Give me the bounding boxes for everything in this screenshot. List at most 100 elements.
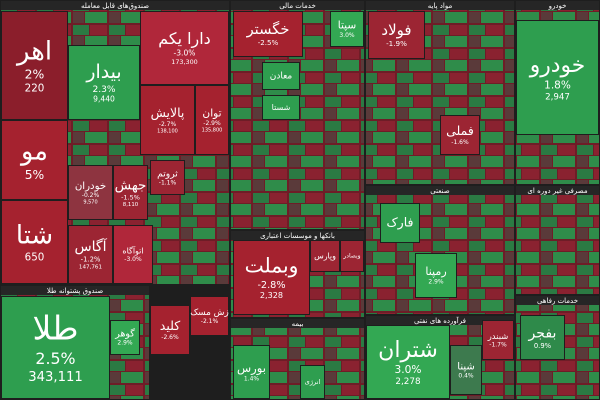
tile-name: اهر [15, 36, 52, 66]
tile-change: 3.0% [395, 364, 422, 376]
tile-name: خودران [75, 181, 106, 192]
tile-volume: 9,440 [93, 94, 115, 103]
tile-volume: 220 [25, 82, 45, 94]
tile-name: فملی [446, 123, 474, 138]
tile [233, 240, 310, 315]
tile [233, 345, 270, 399]
tile-name: شستا [272, 103, 291, 112]
tile-name: شتا [16, 220, 53, 250]
tile [340, 240, 364, 272]
tile-change: 2.3% [92, 85, 115, 95]
tile-name: وبملت [245, 253, 299, 277]
tile-change: -2.7% [159, 121, 177, 128]
tile-change: -2.9% [203, 120, 221, 127]
sector-header [366, 316, 514, 325]
tile [380, 203, 420, 243]
sector [516, 186, 599, 294]
tile-name: طلا [33, 309, 79, 348]
tile [195, 85, 229, 155]
tile-volume: 2,947 [545, 92, 570, 102]
sector-title: فرآورده های نفتی [414, 316, 466, 325]
tile [233, 11, 303, 57]
tile [368, 11, 425, 59]
sector-header [231, 1, 364, 10]
sector-header [366, 186, 514, 195]
tile-volume: 343,111 [28, 370, 83, 385]
tile-name: وپارس [314, 252, 336, 261]
sector-header [516, 1, 599, 10]
tile-change: -2.5% [258, 38, 279, 47]
tile [1, 200, 68, 284]
tile [415, 253, 457, 298]
tile [1, 11, 68, 120]
tile [150, 160, 185, 195]
tile-change: -3.0% [124, 256, 142, 263]
tile [140, 85, 195, 155]
tile-volume: 138,100 [157, 129, 178, 135]
tile-change: -2.6% [161, 334, 179, 341]
tile-name: اتوآگاه [122, 245, 143, 255]
tile-change: 1.8% [544, 79, 571, 91]
tile-change: -1.6% [451, 139, 469, 146]
tile-name: ثروتم [157, 168, 178, 179]
tile-name: آگاس [74, 238, 107, 255]
tile-volume: 135,800 [202, 127, 223, 133]
tile [262, 95, 300, 120]
tile-name: انرژی [305, 378, 321, 386]
tile [450, 345, 482, 395]
sector-title: صندوق‌های قابل معامله [81, 2, 149, 10]
tile-name: فارک [386, 215, 413, 231]
sector-title: بانکها و موسسات اعتباری [260, 232, 335, 240]
tile-change: 2.9% [117, 340, 133, 347]
tile-name: کلید [160, 318, 180, 333]
tile-volume: 147,761 [79, 264, 103, 270]
tile [482, 320, 514, 360]
tile-change: 3.0% [339, 32, 355, 39]
tile-name: شبندر [487, 331, 509, 341]
tile [113, 225, 153, 284]
tile-name: دارا یکم [158, 29, 210, 49]
tile [310, 240, 340, 272]
sector-title: خدمات مالی [279, 2, 316, 10]
tile-change: -2.8% [257, 280, 285, 291]
sector-title: مصرفی غیر دوره ای [527, 187, 587, 195]
tile-name: رمپنا [425, 265, 446, 278]
tile-volume: 650 [25, 251, 45, 263]
tile-name: شپنا [457, 361, 474, 372]
tile-volume: 9,570 [83, 200, 97, 206]
tile-change: 0.9% [534, 342, 552, 350]
tile-name: گوهر [114, 327, 135, 339]
tile-name: مو [19, 137, 48, 167]
tile [113, 165, 148, 220]
tile-volume: 8,110 [123, 202, 139, 208]
tile [190, 296, 229, 336]
tile [68, 225, 113, 284]
sector-title: خودرو [548, 2, 567, 10]
sector-header [1, 286, 149, 295]
tile [262, 62, 300, 90]
sector-header [231, 231, 364, 240]
tile [150, 305, 190, 355]
sector-header [231, 319, 364, 328]
tile-name: معادن [270, 72, 293, 82]
tile [300, 365, 325, 399]
tile [68, 45, 140, 120]
tile-change: 5% [25, 168, 45, 182]
tile-change: -1.1% [159, 180, 177, 187]
tile [330, 11, 364, 47]
sector-title: صنعتی [430, 187, 449, 195]
tile-name: بورس [237, 361, 266, 376]
tile-name: شتران [378, 337, 438, 363]
tile [366, 325, 450, 399]
tile-name: جهش [115, 177, 147, 193]
tile-name: فولاد [381, 21, 411, 39]
tile-change: -2.1% [201, 318, 219, 325]
sector-title: بیمه [292, 320, 304, 328]
tile-change: -3.0% [173, 49, 195, 58]
tile [1, 296, 110, 399]
tile-change: 2.5% [35, 349, 75, 368]
tile-name: سپتا [338, 19, 357, 31]
tile-name: خودرو [529, 53, 586, 78]
sector-title: مواد پایه [428, 2, 453, 10]
